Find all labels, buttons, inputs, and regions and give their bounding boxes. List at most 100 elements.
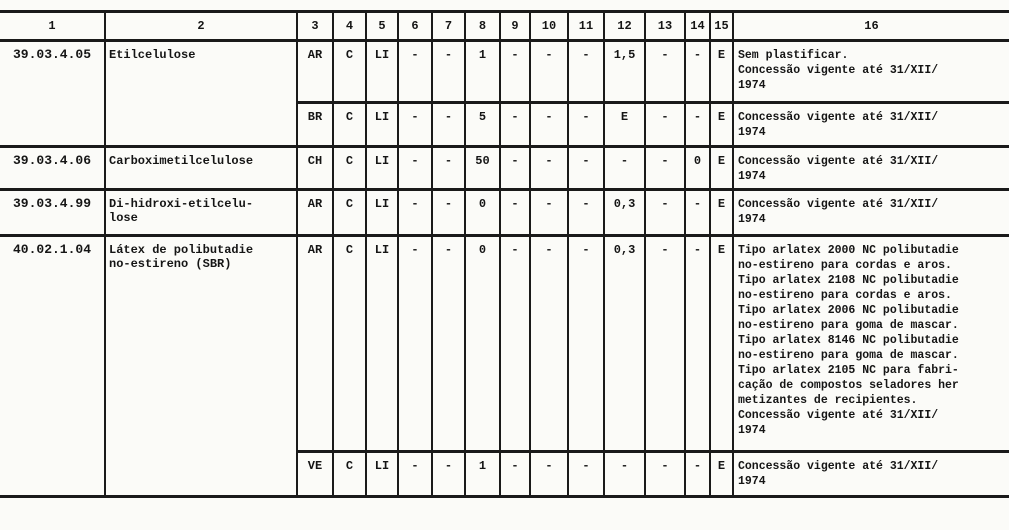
column-header-7: 7 <box>431 10 466 42</box>
table-row: 39.03.4.99 Di-hidroxi-etilcelu- lose AR C LI… <box>0 189 1009 237</box>
cell-col-11: - <box>567 146 605 191</box>
column-header-8: 8 <box>464 10 501 42</box>
cell-col-7: - <box>431 146 466 191</box>
remarks: Concessão vigente até 31/XII/ 1974 <box>732 189 1009 237</box>
cell-col-15: E <box>709 40 734 104</box>
cell-col-14: - <box>684 235 711 453</box>
cell-col-8: 0 <box>464 235 501 453</box>
cell-col-4: C <box>332 146 367 191</box>
cell-col-9: - <box>499 235 531 453</box>
cell-col-4: C <box>332 451 367 498</box>
cell-col-6: - <box>397 102 433 148</box>
column-header-12: 12 <box>603 10 646 42</box>
remarks: Sem plastificar. Concessão vigente até 3… <box>732 40 1009 104</box>
cell-col-4: C <box>332 102 367 148</box>
cell-col-15: E <box>709 235 734 453</box>
cell-col-10: - <box>529 451 569 498</box>
cell-col-13: - <box>644 451 686 498</box>
column-header-6: 6 <box>397 10 433 42</box>
cell-col-3: AR <box>296 40 334 104</box>
cell-col-8: 50 <box>464 146 501 191</box>
column-header-5: 5 <box>365 10 399 42</box>
cell-col-7: - <box>431 189 466 237</box>
cell-col-14: - <box>684 451 711 498</box>
cell-col-14: 0 <box>684 146 711 191</box>
cell-col-10: - <box>529 102 569 148</box>
cell-col-5: LI <box>365 189 399 237</box>
cell-col-14: - <box>684 102 711 148</box>
cell-col-15: E <box>709 146 734 191</box>
cell-col-9: - <box>499 189 531 237</box>
cell-col-5: LI <box>365 102 399 148</box>
cell-col-6: - <box>397 146 433 191</box>
column-header-2: 2 <box>104 10 298 42</box>
header-row: 1 2 3 4 5 6 7 8 9 10 11 12 13 14 15 16 <box>0 10 1009 42</box>
table-row: 40.02.1.04 Látex de polibutadie no-estire… <box>0 235 1009 498</box>
remarks: Concessão vigente até 31/XII/ 1974 <box>732 146 1009 191</box>
cell-col-6: - <box>397 189 433 237</box>
remarks: Tipo arlatex 2000 NC polibutadie no-esti… <box>732 235 1009 453</box>
product-name: Etilcelulose <box>104 40 298 148</box>
cell-col-15: E <box>709 451 734 498</box>
remarks: Concessão vigente até 31/XII/ 1974 <box>732 102 1009 148</box>
cell-col-13: - <box>644 40 686 104</box>
cell-col-3: AR <box>296 235 334 453</box>
cell-col-3: VE <box>297 451 334 498</box>
product-name: Carboximetilcelulose <box>104 146 298 191</box>
tariff-code: 40.02.1.04 <box>0 235 106 498</box>
cell-col-12: 0,3 <box>603 235 646 453</box>
cell-col-7: - <box>431 451 466 498</box>
column-header-10: 10 <box>529 10 569 42</box>
cell-col-11: - <box>567 235 605 453</box>
cell-col-7: - <box>431 102 466 148</box>
cell-col-12: - <box>603 451 646 498</box>
cell-col-5: LI <box>365 146 399 191</box>
cell-col-3: AR <box>296 189 334 237</box>
cell-col-8: 1 <box>464 40 501 104</box>
cell-col-5: LI <box>365 40 399 104</box>
cell-col-14: - <box>684 189 711 237</box>
cell-col-15: E <box>709 189 734 237</box>
cell-col-3: BR <box>297 102 334 148</box>
table-row: 39.03.4.05 Etilcelulose AR C LI - -1- - -1,5- - E S… <box>0 40 1009 148</box>
cell-col-15: E <box>709 102 734 148</box>
column-header-1: 1 <box>0 10 106 42</box>
tariff-code: 39.03.4.05 <box>0 40 106 148</box>
cell-col-13: - <box>644 102 686 148</box>
column-header-15: 15 <box>709 10 734 42</box>
cell-col-11: - <box>567 102 605 148</box>
cell-col-6: - <box>397 40 433 104</box>
cell-col-13: - <box>644 146 686 191</box>
remarks: Concessão vigente até 31/XII/ 1974 <box>732 451 1009 498</box>
cell-col-4: C <box>332 40 367 104</box>
tariff-code: 39.03.4.99 <box>0 189 106 237</box>
cell-col-8: 1 <box>464 451 501 498</box>
column-header-11: 11 <box>567 10 605 42</box>
cell-col-8: 0 <box>464 189 501 237</box>
product-name: Látex de polibutadie no-estireno (SBR) <box>104 235 298 498</box>
column-header-4: 4 <box>332 10 367 42</box>
table-row: BR C LI - -5- - - E - - E Concessão vigente até 31/… <box>0 102 1009 148</box>
cell-col-12: - <box>603 146 646 191</box>
column-header-16: 16 <box>732 10 1009 42</box>
cell-col-5: LI <box>365 235 399 453</box>
cell-col-11: - <box>567 40 605 104</box>
cell-col-12: 1,5 <box>603 40 646 104</box>
column-header-9: 9 <box>499 10 531 42</box>
cell-col-9: - <box>499 451 531 498</box>
cell-col-3: CH <box>296 146 334 191</box>
cell-col-14: - <box>684 40 711 104</box>
cell-col-6: - <box>397 235 433 453</box>
cell-col-9: - <box>499 102 531 148</box>
column-header-14: 14 <box>684 10 711 42</box>
cell-col-12: E <box>603 102 646 148</box>
column-header-3: 3 <box>296 10 334 42</box>
table-row: 39.03.4.06 Carboximetilcelulose CH C LI - -50-… <box>0 146 1009 191</box>
cell-col-8: 5 <box>464 102 501 148</box>
cell-col-10: - <box>529 146 569 191</box>
cell-col-13: - <box>644 189 686 237</box>
cell-col-4: C <box>332 189 367 237</box>
cell-col-11: - <box>567 189 605 237</box>
cell-col-11: - <box>567 451 605 498</box>
cell-col-6: - <box>397 451 433 498</box>
